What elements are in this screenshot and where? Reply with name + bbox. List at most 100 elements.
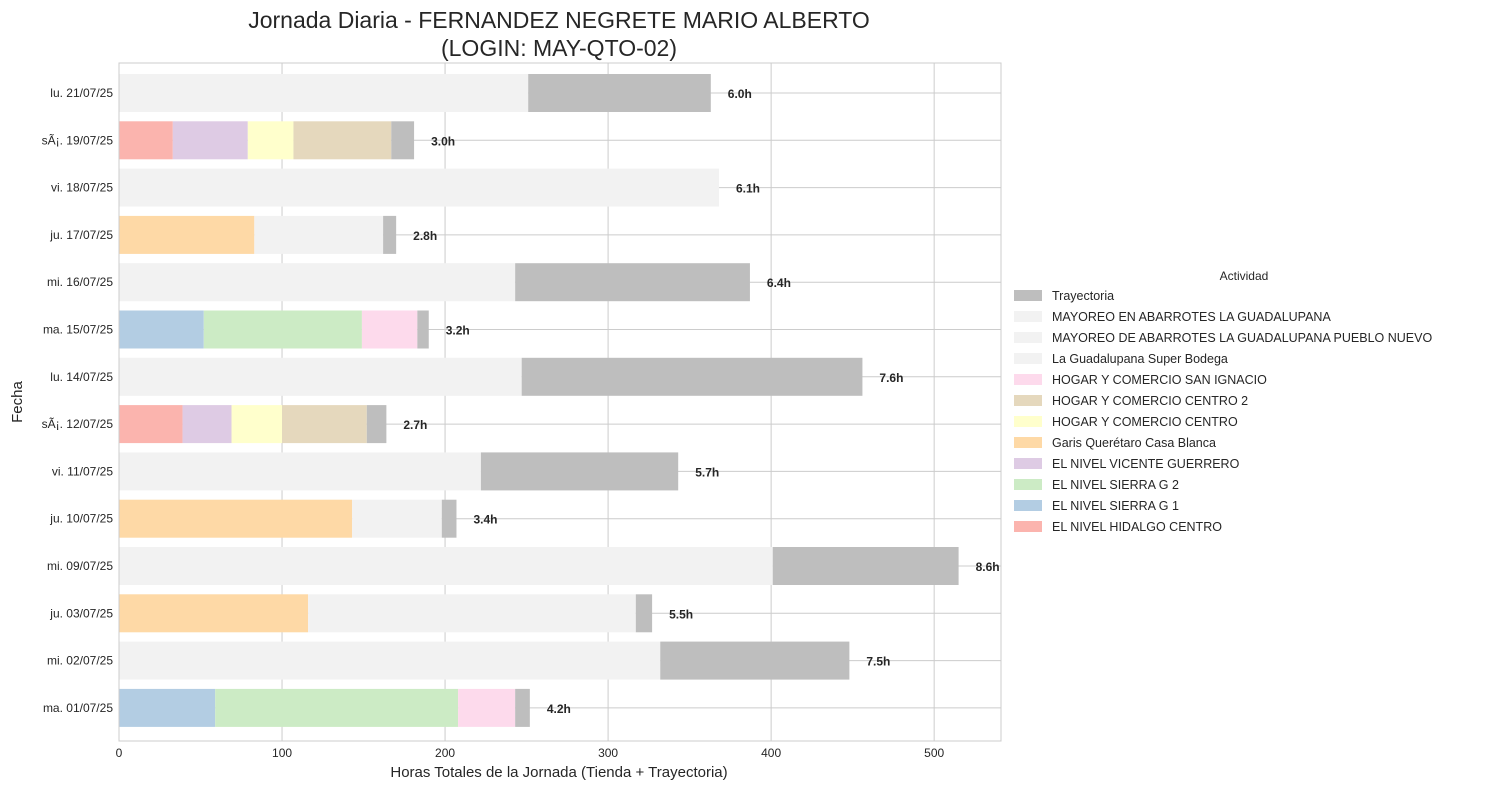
y-tick-label: ma. 01/07/25 bbox=[43, 701, 113, 715]
legend-swatch bbox=[1014, 353, 1042, 364]
legend-label: HOGAR Y COMERCIO SAN IGNACIO bbox=[1052, 373, 1267, 387]
legend-label: MAYOREO DE ABARROTES LA GUADALUPANA PUEB… bbox=[1052, 331, 1432, 345]
bar-segment bbox=[119, 688, 216, 727]
y-tick-label: sÃ¡. 19/07/25 bbox=[42, 133, 114, 147]
y-tick-label: lu. 14/07/25 bbox=[50, 370, 113, 384]
bar-segment bbox=[383, 215, 397, 254]
bar-segment bbox=[119, 499, 353, 538]
legend-swatch bbox=[1014, 479, 1042, 490]
legend-swatch bbox=[1014, 332, 1042, 343]
bar-segment bbox=[293, 121, 392, 160]
bar-segment bbox=[119, 74, 529, 112]
plot-frame bbox=[118, 62, 1002, 742]
bar-total-label: 6.1h bbox=[736, 182, 760, 196]
legend-label: Trayectoria bbox=[1052, 289, 1114, 303]
y-tick-label: ju. 03/07/25 bbox=[49, 606, 113, 620]
bar-total-label: 5.5h bbox=[669, 607, 693, 621]
legend-swatch bbox=[1014, 374, 1042, 385]
legend-swatch bbox=[1014, 395, 1042, 406]
bar-segment bbox=[417, 310, 429, 349]
bar-segment bbox=[361, 310, 418, 349]
bar-total-label: 6.0h bbox=[728, 87, 752, 101]
bar-segment bbox=[528, 74, 711, 112]
bar-segment bbox=[441, 499, 457, 538]
y-tick-label: mi. 02/07/25 bbox=[47, 654, 113, 668]
bar-segment bbox=[119, 452, 481, 491]
bar-segment bbox=[119, 357, 522, 396]
y-tick-label: ma. 15/07/25 bbox=[43, 323, 113, 337]
x-tick-label: 300 bbox=[598, 746, 618, 760]
bar-segment bbox=[515, 263, 750, 302]
grid bbox=[118, 63, 1001, 741]
bar-total-label: 4.2h bbox=[547, 702, 571, 716]
bar-segment bbox=[308, 594, 636, 633]
bar-segment bbox=[391, 121, 415, 160]
bar-segment bbox=[458, 688, 516, 727]
bar-total-label: 7.5h bbox=[866, 655, 890, 669]
bar-segment bbox=[660, 641, 850, 680]
legend-label: HOGAR Y COMERCIO CENTRO 2 bbox=[1052, 394, 1248, 408]
y-tick-label: vi. 18/07/25 bbox=[51, 181, 113, 195]
bar-segment bbox=[215, 688, 459, 727]
legend-label: EL NIVEL SIERRA G 2 bbox=[1052, 478, 1179, 492]
y-tick-label: sÃ¡. 12/07/25 bbox=[42, 417, 114, 431]
bar-segment bbox=[119, 405, 183, 444]
bar-segment bbox=[119, 121, 173, 160]
y-tick-label: ju. 17/07/25 bbox=[49, 228, 113, 242]
x-tick-label: 500 bbox=[924, 746, 944, 760]
bar-segment bbox=[119, 547, 773, 585]
total-labels: 6.0h 3.0h 6.1h 2.8h 6.4h 3.2h 7.6h 2.7h 5.7h 3.4h… bbox=[403, 87, 999, 716]
bar-segment bbox=[515, 688, 530, 727]
legend-label: EL NIVEL HIDALGO CENTRO bbox=[1052, 520, 1222, 534]
y-tick-label: mi. 16/07/25 bbox=[47, 275, 113, 289]
y-axis-label: Fecha bbox=[9, 381, 26, 423]
bar-segment bbox=[635, 594, 653, 633]
bar-segment bbox=[119, 310, 204, 349]
bar-total-label: 2.8h bbox=[413, 229, 437, 243]
legend-label: EL NIVEL SIERRA G 1 bbox=[1052, 499, 1179, 513]
chart-title-line1: Jornada Diaria - FERNANDEZ NEGRETE MARIO… bbox=[248, 7, 870, 33]
bar-total-label: 6.4h bbox=[767, 276, 791, 290]
legend-label: HOGAR Y COMERCIO CENTRO bbox=[1052, 415, 1238, 429]
bar-segment bbox=[119, 641, 661, 680]
bar-segment bbox=[772, 547, 959, 585]
x-tick-label: 0 bbox=[116, 746, 123, 760]
x-tick-label: 400 bbox=[761, 746, 781, 760]
bar-total-label: 8.6h bbox=[976, 560, 1000, 574]
y-tick-labels: lu. 21/07/25 sÃ¡. 19/07/25 vi. 18/07/25 ju.… bbox=[42, 86, 114, 715]
legend-label: Garis Querétaro Casa Blanca bbox=[1052, 436, 1216, 450]
bar-segment bbox=[254, 215, 384, 254]
x-tick-label: 200 bbox=[435, 746, 455, 760]
legend-label: EL NIVEL VICENTE GUERRERO bbox=[1052, 457, 1240, 471]
y-tick-label: mi. 09/07/25 bbox=[47, 559, 113, 573]
x-axis-label: Horas Totales de la Jornada (Tienda + Tr… bbox=[390, 764, 727, 781]
legend-swatch bbox=[1014, 458, 1042, 469]
bar-total-label: 3.4h bbox=[473, 513, 497, 527]
bar-total-label: 2.7h bbox=[403, 418, 427, 432]
y-tick-label: vi. 11/07/25 bbox=[52, 464, 113, 478]
bar-segment bbox=[203, 310, 362, 349]
legend-label: La Guadalupana Super Bodega bbox=[1052, 352, 1228, 366]
bar-segment bbox=[119, 263, 516, 302]
bar-segment bbox=[172, 121, 248, 160]
bar-segment bbox=[182, 405, 232, 444]
bar-segment bbox=[480, 452, 679, 491]
bar-total-label: 3.0h bbox=[431, 134, 455, 148]
bar-total-label: 7.6h bbox=[879, 371, 903, 385]
x-tick-label: 100 bbox=[272, 746, 292, 760]
legend-swatch bbox=[1014, 290, 1042, 301]
y-tick-label: ju. 10/07/25 bbox=[49, 512, 113, 526]
bar-segment bbox=[521, 357, 863, 396]
legend-label: MAYOREO EN ABARROTES LA GUADALUPANA bbox=[1052, 310, 1331, 324]
y-tick-label: lu. 21/07/25 bbox=[50, 86, 113, 100]
legend-swatch bbox=[1014, 521, 1042, 532]
bar-segment bbox=[247, 121, 294, 160]
chart-title-line2: (LOGIN: MAY-QTO-02) bbox=[441, 35, 677, 61]
legend: Actividad Trayectoria MAYOREO EN ABARROTE… bbox=[1014, 269, 1432, 534]
x-tick-labels: 0 100 200 300 400 500 bbox=[116, 746, 945, 760]
legend-swatch bbox=[1014, 500, 1042, 511]
bars bbox=[119, 74, 959, 727]
bar-segment bbox=[119, 168, 719, 207]
bar-total-label: 5.7h bbox=[695, 465, 719, 479]
